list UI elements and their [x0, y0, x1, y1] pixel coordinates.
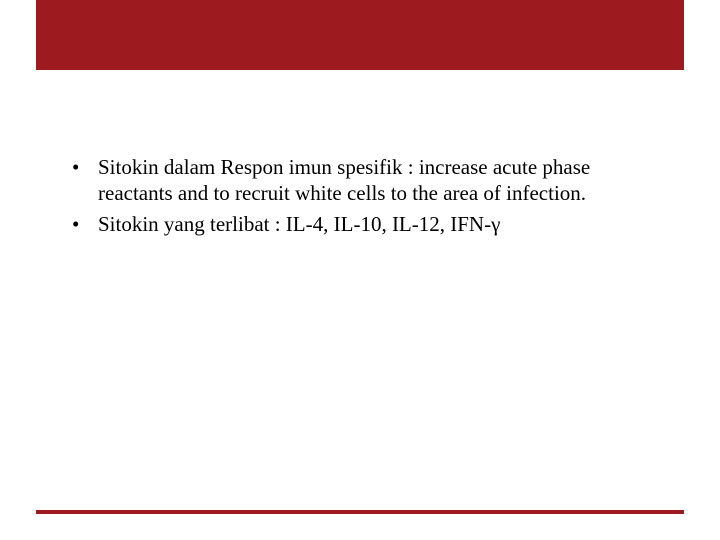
slide: Sitokin dalam Respon imun spesifik : inc…	[0, 0, 720, 540]
bullet-text: Sitokin yang terlibat : IL-4, IL-10, IL-…	[98, 212, 500, 236]
list-item: Sitokin yang terlibat : IL-4, IL-10, IL-…	[72, 211, 660, 237]
list-item: Sitokin dalam Respon imun spesifik : inc…	[72, 154, 660, 207]
footer-color-bar	[36, 510, 684, 514]
slide-body: Sitokin dalam Respon imun spesifik : inc…	[72, 154, 660, 241]
bullet-list: Sitokin dalam Respon imun spesifik : inc…	[72, 154, 660, 237]
bullet-text: Sitokin dalam Respon imun spesifik : inc…	[98, 155, 590, 205]
header-color-bar	[36, 0, 684, 70]
